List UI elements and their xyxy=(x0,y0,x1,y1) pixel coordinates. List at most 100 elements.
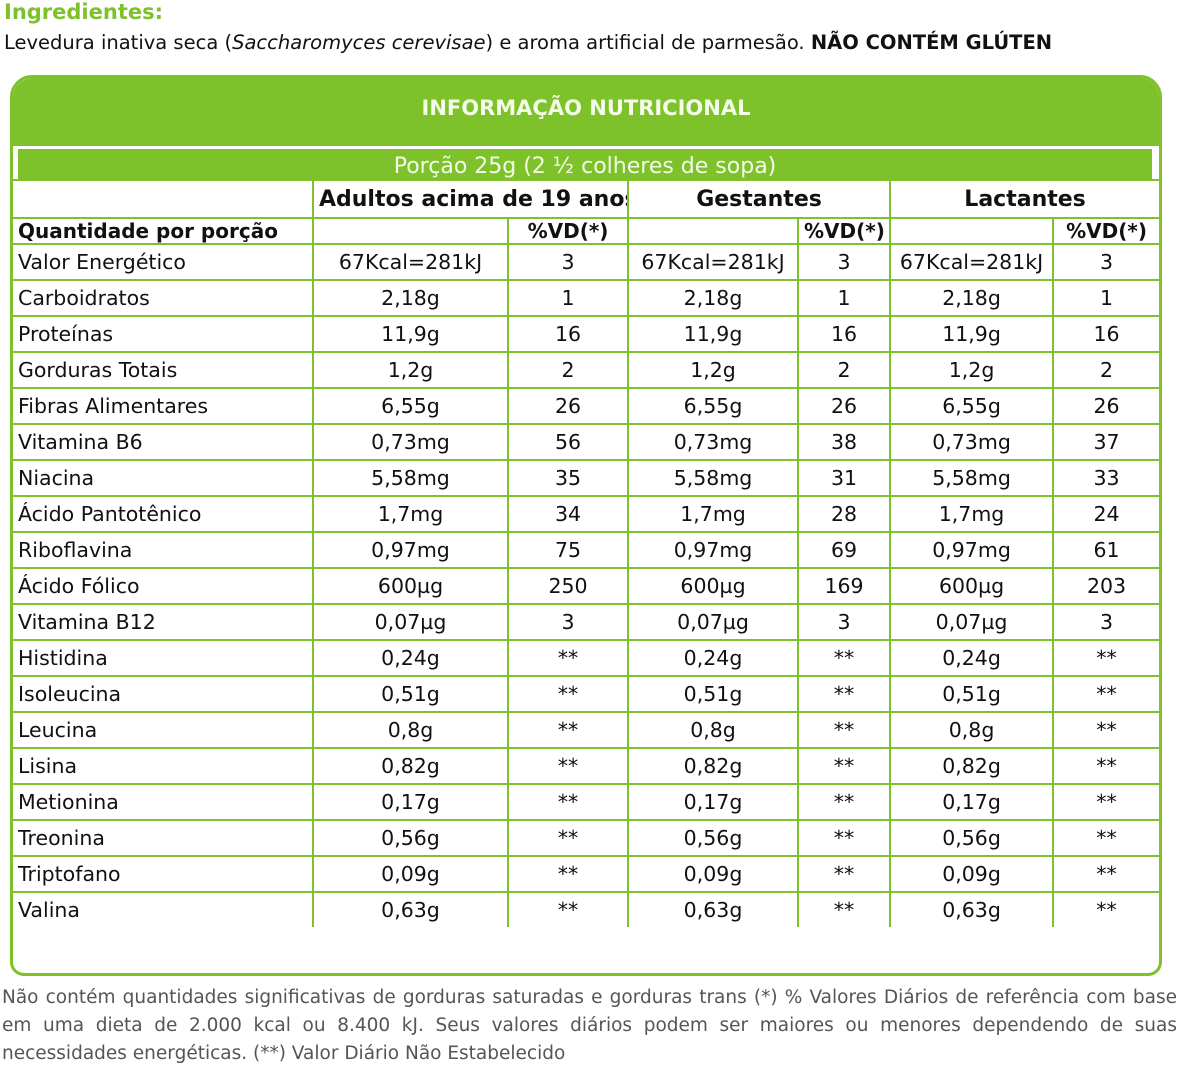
amount-cell: 0,07µg xyxy=(312,603,509,641)
vd-label: %VD(*) xyxy=(797,217,892,245)
vd-cell: 16 xyxy=(1052,315,1159,353)
subheader-row: Quantidade por porção %VD(*) %VD(*) %VD(… xyxy=(13,217,1159,245)
ingredients-title: Ingredientes: xyxy=(4,0,163,24)
amount-cell: 11,9g xyxy=(627,315,800,353)
vd-cell: 2 xyxy=(1052,351,1159,389)
vd-cell: 37 xyxy=(1052,423,1159,461)
amount-cell: 0,63g xyxy=(627,891,800,927)
empty-cell xyxy=(13,179,314,219)
vd-label: %VD(*) xyxy=(1052,217,1159,245)
vd-cell: ** xyxy=(797,711,892,749)
amount-cell: 0,24g xyxy=(889,639,1055,677)
nutrient-name: Gorduras Totais xyxy=(13,351,314,389)
amount-cell: 0,17g xyxy=(889,783,1055,821)
vd-cell: ** xyxy=(506,783,630,821)
vd-cell: 203 xyxy=(1052,567,1159,605)
nutrient-name: Vitamina B12 xyxy=(13,603,314,641)
amount-cell: 0,09g xyxy=(312,855,509,893)
vd-cell: ** xyxy=(797,747,892,785)
amount-cell: 2,18g xyxy=(627,279,800,317)
amount-cell: 1,2g xyxy=(627,351,800,389)
vd-cell: 16 xyxy=(506,315,630,353)
nutrient-row: Vitamina B6 0,73mg 56 0,73mg 38 0,73mg 37 xyxy=(13,423,1159,461)
amount-cell: 67Kcal=281kJ xyxy=(312,243,509,281)
vd-cell: ** xyxy=(1052,819,1159,857)
amount-cell: 600µg xyxy=(889,567,1055,605)
vd-cell: ** xyxy=(506,855,630,893)
amount-cell: 67Kcal=281kJ xyxy=(889,243,1055,281)
amount-cell: 0,51g xyxy=(889,675,1055,713)
ingredients-text-part: ) e aroma artificial de parmesão. xyxy=(485,31,811,54)
vd-cell: 34 xyxy=(506,495,630,533)
amount-cell: 0,24g xyxy=(627,639,800,677)
vd-cell: 69 xyxy=(797,531,892,569)
qty-label: Quantidade por porção xyxy=(13,217,314,245)
nutrient-row: Valor Energético 67Kcal=281kJ 3 67Kcal=281k… xyxy=(13,243,1159,281)
amount-cell: 0,17g xyxy=(627,783,800,821)
gluten-notice: NÃO CONTÉM GLÚTEN xyxy=(810,31,1053,54)
nutrient-row: Triptofano 0,09g ** 0,09g ** 0,09g ** xyxy=(13,855,1159,893)
amount-cell: 2,18g xyxy=(312,279,509,317)
vd-cell: 2 xyxy=(506,351,630,389)
nutrient-name: Proteínas xyxy=(13,315,314,353)
nutrient-name: Triptofano xyxy=(13,855,314,893)
vd-cell: 16 xyxy=(797,315,892,353)
vd-cell: 3 xyxy=(506,603,630,641)
vd-cell: 26 xyxy=(797,387,892,425)
nutrient-name: Riboflavina xyxy=(13,531,314,569)
nutrient-name: Ácido Fólico xyxy=(13,567,314,605)
nutrient-name: Niacina xyxy=(13,459,314,497)
group-header-row: Adultos acima de 19 anos Gestantes Lacta… xyxy=(13,179,1159,219)
vd-cell: ** xyxy=(797,639,892,677)
footnote: Não contém quantidades significativas de… xyxy=(2,987,1177,1064)
amount-cell: 6,55g xyxy=(889,387,1055,425)
nutrient-name: Ácido Pantotênico xyxy=(13,495,314,533)
amount-cell: 0,82g xyxy=(627,747,800,785)
nutrition-table: Adultos acima de 19 anos Gestantes Lacta… xyxy=(13,179,1159,927)
vd-cell: ** xyxy=(797,855,892,893)
nutrient-row: Lisina 0,82g ** 0,82g ** 0,82g ** xyxy=(13,747,1159,785)
vd-cell: ** xyxy=(797,675,892,713)
nutrition-panel: INFORMAÇÃO NUTRICIONAL Porção 25g (2 ½ c… xyxy=(10,75,1162,976)
amount-cell: 5,58mg xyxy=(889,459,1055,497)
amount-cell: 0,56g xyxy=(889,819,1055,857)
nutrient-row: Vitamina B12 0,07µg 3 0,07µg 3 0,07µg 3 xyxy=(13,603,1159,641)
ingredients-species: Saccharomyces cerevisae xyxy=(232,31,486,54)
nutrition-title: INFORMAÇÃO NUTRICIONAL xyxy=(13,78,1159,146)
amount-cell: 0,07µg xyxy=(889,603,1055,641)
vd-cell: 26 xyxy=(506,387,630,425)
vd-cell: ** xyxy=(1052,855,1159,893)
vd-cell: 56 xyxy=(506,423,630,461)
vd-cell: ** xyxy=(506,639,630,677)
amount-cell: 0,09g xyxy=(627,855,800,893)
amount-cell: 600µg xyxy=(312,567,509,605)
amount-cell: 67Kcal=281kJ xyxy=(627,243,800,281)
vd-cell: 250 xyxy=(506,567,630,605)
vd-cell: 1 xyxy=(506,279,630,317)
amount-cell: 0,51g xyxy=(627,675,800,713)
nutrient-name: Fibras Alimentares xyxy=(13,387,314,425)
amount-cell: 0,24g xyxy=(312,639,509,677)
vd-cell: ** xyxy=(1052,747,1159,785)
vd-cell: 3 xyxy=(1052,603,1159,641)
vd-cell: 1 xyxy=(1052,279,1159,317)
nutrient-name: Vitamina B6 xyxy=(13,423,314,461)
amount-cell: 1,7mg xyxy=(627,495,800,533)
vd-cell: ** xyxy=(506,711,630,749)
nutrient-row: Histidina 0,24g ** 0,24g ** 0,24g ** xyxy=(13,639,1159,677)
empty-cell xyxy=(627,217,800,245)
amount-cell: 0,97mg xyxy=(889,531,1055,569)
nutrient-row: Carboidratos 2,18g 1 2,18g 1 2,18g 1 xyxy=(13,279,1159,317)
amount-cell: 1,7mg xyxy=(312,495,509,533)
amount-cell: 0,73mg xyxy=(627,423,800,461)
vd-cell: ** xyxy=(506,819,630,857)
nutrient-row: Ácido Pantotênico 1,7mg 34 1,7mg 28 1,7mg 24 xyxy=(13,495,1159,533)
vd-cell: 2 xyxy=(797,351,892,389)
amount-cell: 0,56g xyxy=(627,819,800,857)
vd-cell: ** xyxy=(1052,639,1159,677)
vd-cell: 33 xyxy=(1052,459,1159,497)
nutrient-name: Leucina xyxy=(13,711,314,749)
nutrient-row: Metionina 0,17g ** 0,17g ** 0,17g ** xyxy=(13,783,1159,821)
portion-label: Porção 25g (2 ½ colheres de sopa) xyxy=(15,146,1155,179)
amount-cell: 0,82g xyxy=(889,747,1055,785)
